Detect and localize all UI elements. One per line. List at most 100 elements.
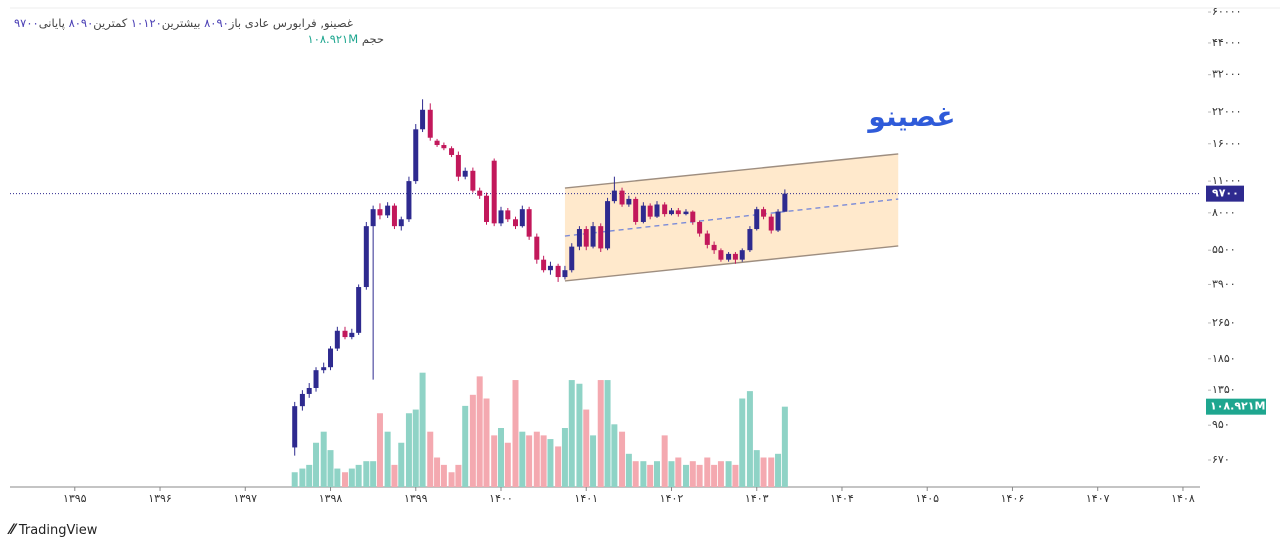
- candle-body: [470, 170, 476, 191]
- y-tick-label: ۳۲۰۰۰: [1212, 68, 1242, 81]
- candle-body: [441, 145, 447, 149]
- volume-bar: [540, 435, 547, 487]
- y-tick-label: ۱۶۰۰۰: [1212, 137, 1242, 150]
- volume-bar: [526, 435, 533, 487]
- legend-header: غصینو, فرابورس عادی باز۸۰۹۰ بیشترین۱۰۱۲۰…: [14, 15, 384, 47]
- channel-upper: [564, 153, 899, 189]
- volume-bar: [760, 457, 767, 487]
- x-tick-label: ۱۳۹۶: [148, 492, 172, 505]
- volume-bar: [376, 413, 383, 487]
- volume-bar: [732, 464, 739, 487]
- x-tick-label: ۱۴۰۵: [915, 492, 939, 505]
- volume-bar: [334, 468, 341, 487]
- volume-bar: [711, 464, 718, 487]
- candle-body: [349, 332, 355, 338]
- volume-bar: [519, 431, 526, 487]
- candle-body: [299, 393, 305, 407]
- volume-bar: [455, 464, 462, 487]
- volume-bar: [547, 439, 554, 487]
- y-tick-label: ۸۰۰۰: [1212, 206, 1236, 219]
- volume-tag-bg: [1206, 398, 1266, 415]
- watermark: غصینو: [866, 100, 955, 133]
- volume-bar: [462, 405, 469, 487]
- volume-bar: [348, 468, 355, 487]
- candle-body: [498, 210, 504, 224]
- volume-bar: [291, 472, 298, 487]
- y-tick-label: ۶۷۰: [1212, 453, 1230, 466]
- candle-body: [413, 129, 419, 182]
- volume-bar: [306, 464, 313, 487]
- candle-body: [534, 236, 540, 260]
- candle-body: [505, 210, 511, 220]
- volume-bar: [491, 435, 498, 487]
- y-tick-label: ۱۱۰۰۰: [1212, 174, 1242, 187]
- candle-body: [292, 406, 298, 448]
- candle-body: [739, 250, 745, 260]
- volume-bar: [717, 461, 724, 487]
- y-tick-label: ۶۰۰۰۰: [1212, 5, 1242, 18]
- volume-bar: [434, 457, 441, 487]
- x-tick-label: ۱۴۰۶: [1001, 492, 1025, 505]
- volume-bar: [483, 398, 490, 487]
- y-tick-label: ۵۵۰۰: [1212, 243, 1236, 256]
- candle-body: [647, 205, 653, 217]
- volume-bar: [342, 472, 349, 487]
- candle-body: [675, 210, 681, 215]
- volume-bar: [675, 457, 682, 487]
- x-tick-label: ۱۴۰۸: [1171, 492, 1195, 505]
- y-tick-label: ۱۳۵۰: [1212, 383, 1236, 396]
- candle-body: [619, 190, 625, 205]
- volume-bar: [689, 461, 696, 487]
- volume-bar: [384, 431, 391, 487]
- volume-bar: [355, 464, 362, 487]
- volume-bar: [469, 394, 476, 487]
- volume-bar: [682, 464, 689, 487]
- candle-body: [775, 211, 781, 231]
- x-tick-label: ۱۳۹۷: [233, 492, 257, 505]
- volume-bar: [653, 461, 660, 487]
- candle-body: [547, 265, 553, 271]
- label: پایانی: [38, 16, 65, 30]
- candle-body: [754, 209, 760, 230]
- y-tick-label: ۳۹۰۰: [1212, 277, 1236, 290]
- volume-line: حجم ۱۰۸.۹۲۱M: [294, 31, 384, 47]
- ohlc-line: غصینو, فرابورس عادی باز۸۰۹۰ بیشترین۱۰۱۲۰…: [14, 15, 384, 31]
- candle-body: [576, 229, 582, 247]
- volume-bar: [590, 435, 597, 487]
- x-tick-label: ۱۳۹۹: [404, 492, 428, 505]
- candle-body: [662, 204, 668, 215]
- value: ۱۰۱۲۰: [130, 16, 162, 30]
- candle-body: [306, 387, 312, 394]
- volume-bar: [668, 461, 675, 487]
- x-tick-label: ۱۴۰۱: [574, 492, 598, 505]
- volume-bar: [640, 461, 647, 487]
- candle-body: [562, 270, 568, 278]
- candle-body: [377, 209, 383, 216]
- y-tick-label: ۲۲۰۰۰: [1212, 105, 1242, 118]
- candle-body: [370, 209, 376, 227]
- volume-bar: [504, 442, 511, 487]
- volume-bar: [696, 464, 703, 487]
- candle-body: [569, 246, 575, 271]
- candle-body: [420, 109, 426, 130]
- candle-body: [683, 211, 689, 215]
- volume-bar: [561, 428, 568, 487]
- candle-body: [385, 205, 391, 216]
- volume-bar: [781, 406, 788, 487]
- candle-body: [427, 109, 433, 138]
- volume-tag: ۱۰۸.۹۲۱M: [1210, 400, 1265, 413]
- candle-body: [484, 195, 490, 222]
- channel-fill: [564, 153, 899, 281]
- candle-body: [668, 210, 674, 215]
- volume-bar: [604, 380, 611, 487]
- x-tick-label: ۱۳۹۵: [63, 492, 87, 505]
- candle-body: [583, 229, 589, 247]
- volume-bar: [320, 431, 327, 487]
- candle-body: [491, 160, 497, 224]
- y-tick-label: ۲۶۵۰: [1212, 316, 1236, 329]
- candle-body: [726, 253, 732, 260]
- candle-body: [654, 204, 660, 217]
- candle-body: [526, 209, 532, 237]
- price-tag: ۹۷۰۰: [1212, 187, 1239, 200]
